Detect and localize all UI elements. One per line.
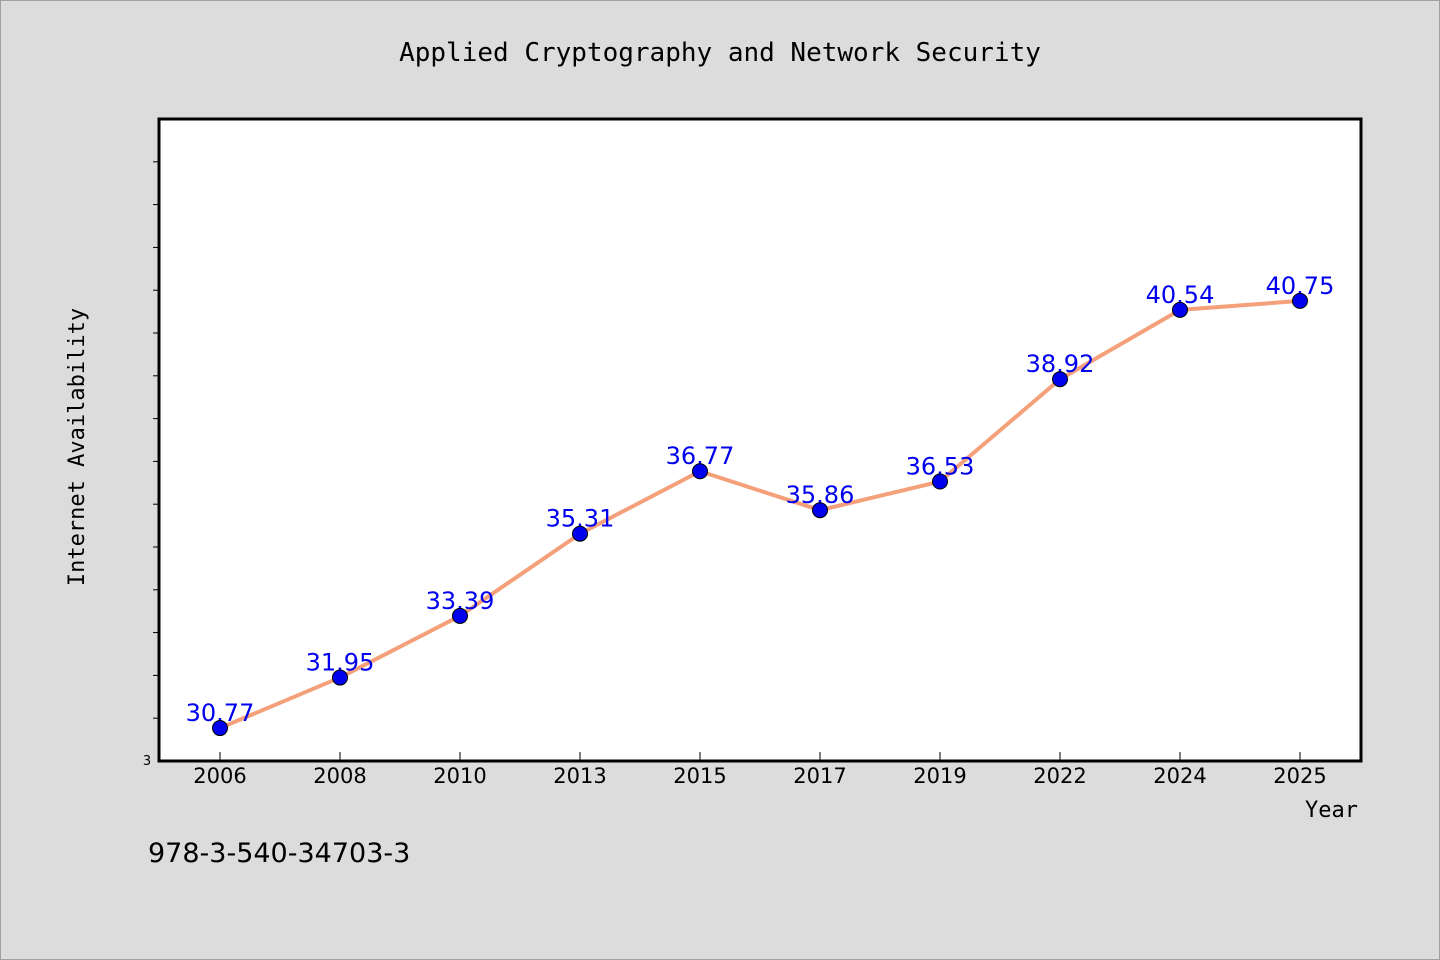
- data-point: [572, 525, 588, 542]
- x-tick-label: 2024: [1153, 764, 1206, 788]
- x-tick-label: 2013: [553, 764, 606, 788]
- x-tick-label: 2006: [193, 764, 246, 788]
- data-point: [692, 463, 708, 480]
- data-point: [212, 720, 228, 737]
- x-tick-label: 2010: [433, 764, 486, 788]
- x-axis-ticks: 2006 2008 2010 2013 2015 2017 2019 2022 2024 2025: [193, 752, 1327, 788]
- x-tick-label: 2025: [1273, 764, 1326, 788]
- chart-title: Applied Cryptography and Network Securit…: [399, 38, 1041, 68]
- data-point: [1052, 371, 1068, 388]
- y-axis-ticks: [153, 161, 159, 719]
- data-point: [332, 669, 348, 686]
- data-point: [1172, 301, 1188, 318]
- data-point: [932, 473, 948, 490]
- x-tick-label: 2008: [313, 764, 366, 788]
- x-tick-label: 2022: [1033, 764, 1086, 788]
- x-tick-label: 2019: [913, 764, 966, 788]
- data-point: [452, 607, 468, 624]
- series-group: 30.7731.9533.3935.3136.7735.8636.5338.92…: [186, 272, 1334, 737]
- x-tick-label: 2017: [793, 764, 846, 788]
- data-point: [1292, 292, 1308, 309]
- x-tick-label: 2015: [673, 764, 726, 788]
- data-point: [812, 502, 828, 519]
- y-axis-label: Internet Availability: [65, 308, 90, 586]
- plot-area: [157, 117, 1363, 763]
- series-line: [219, 298, 1301, 730]
- x-axis-label: Year: [1305, 798, 1358, 823]
- footer-isbn: 978-3-540-34703-3: [148, 838, 410, 869]
- y-tick-label: 3: [143, 754, 151, 769]
